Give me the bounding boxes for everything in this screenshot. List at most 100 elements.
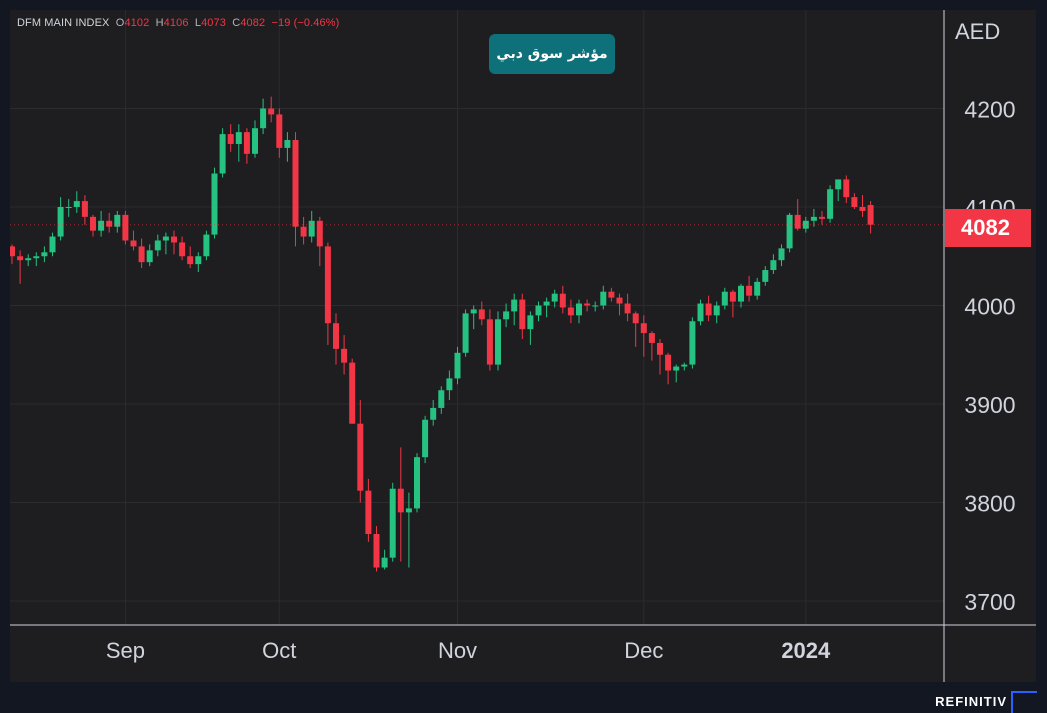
- candle-body: [365, 490, 372, 535]
- candle-body: [114, 214, 121, 227]
- candle-body: [535, 305, 542, 316]
- candle-body: [819, 216, 825, 219]
- candle-body: [681, 364, 688, 367]
- candle-body: [65, 207, 72, 208]
- candle-body: [49, 236, 56, 253]
- y-tick-label: 3900: [964, 392, 1015, 418]
- candle-body: [754, 281, 761, 296]
- candle-body: [10, 246, 15, 257]
- candle-body: [802, 220, 809, 229]
- candle-body: [341, 348, 348, 363]
- y-tick-label: 3700: [964, 589, 1015, 615]
- candle-body: [770, 260, 777, 271]
- x-tick-label: 2024: [781, 638, 831, 663]
- x-tick-label: Nov: [438, 638, 477, 663]
- candle-body: [738, 285, 744, 302]
- candle-body: [478, 309, 485, 320]
- candle-body: [316, 220, 323, 247]
- y-tick-label: 3800: [964, 491, 1015, 517]
- candle-body: [422, 419, 429, 458]
- candle-body: [648, 333, 655, 343]
- low-value: 4073: [201, 17, 226, 29]
- candle-body: [503, 311, 510, 320]
- candle-body: [98, 220, 105, 231]
- candle-body: [657, 342, 663, 355]
- high-value: 4106: [163, 17, 189, 29]
- candle-body: [405, 508, 412, 513]
- candle-body: [138, 246, 145, 263]
- candle-body: [438, 390, 445, 408]
- candle-body: [25, 258, 32, 261]
- candle-body: [713, 305, 720, 316]
- candle-body: [470, 309, 477, 314]
- candle-body: [511, 299, 518, 312]
- candle-body: [414, 457, 420, 509]
- open-label: O: [115, 17, 125, 29]
- low-label: L: [194, 17, 202, 29]
- candle-body: [835, 179, 842, 190]
- candle-body: [794, 214, 801, 229]
- candle-body: [122, 214, 129, 241]
- candle-body: [778, 248, 785, 261]
- candle-body: [746, 285, 753, 296]
- candle-body: [333, 323, 339, 349]
- candle-body: [762, 270, 769, 282]
- candle-body: [859, 207, 866, 211]
- candle-body: [632, 313, 639, 324]
- candle-body: [600, 291, 607, 306]
- candle-body: [486, 319, 493, 365]
- candle-body: [276, 114, 283, 148]
- candle-body: [292, 140, 299, 227]
- candle-body: [57, 207, 64, 237]
- candle-body: [171, 236, 177, 243]
- candle-body: [786, 214, 793, 249]
- candle-body: [454, 352, 461, 379]
- candle-body: [260, 108, 267, 129]
- candle-body: [268, 108, 275, 115]
- candle-body: [41, 252, 48, 257]
- symbol-name: DFM MAIN INDEX: [17, 17, 110, 29]
- candle-body: [430, 407, 437, 420]
- candle-body: [576, 303, 582, 316]
- candle-body: [187, 256, 194, 265]
- candle-body: [389, 488, 396, 558]
- x-tick-label: Dec: [624, 638, 663, 663]
- candle-body: [146, 250, 153, 263]
- candle-body: [673, 366, 680, 371]
- candle-body: [640, 323, 647, 334]
- chart-panel[interactable]: 3700 3800 3900 4000 4100 4200 Sep Oct Nov Dec 2024: [10, 10, 1036, 682]
- ohlc-legend: DFM MAIN INDEX O4102 H4106 L4073 C4082 −…: [17, 17, 339, 29]
- candle-body: [729, 291, 736, 302]
- candle-body: [324, 246, 331, 324]
- candle-body: [851, 197, 858, 207]
- candle-body: [592, 305, 599, 307]
- candle-body: [519, 299, 526, 330]
- candle-body: [381, 557, 388, 568]
- brand-logo-text: REFINITIV: [935, 694, 1007, 709]
- close-value: 4082: [240, 17, 266, 29]
- x-tick-label: Sep: [106, 638, 145, 663]
- candle-body: [462, 313, 469, 353]
- candle-body: [843, 179, 850, 198]
- candle-body: [608, 291, 615, 298]
- high-label: H: [155, 17, 164, 29]
- candle-body: [495, 319, 501, 365]
- candle-body: [665, 354, 672, 371]
- candle-body: [373, 534, 380, 568]
- y-tick-label: 4000: [964, 294, 1015, 320]
- index-name-badge: مؤشر سوق دبي: [489, 34, 615, 74]
- candle-body: [827, 189, 834, 219]
- candle-body: [154, 240, 161, 251]
- candle-body: [284, 140, 291, 148]
- candle-body: [349, 362, 356, 424]
- candle-body: [195, 256, 202, 265]
- currency-label: AED: [955, 19, 1001, 44]
- change-value: −19 (−0.46%): [271, 17, 340, 29]
- candle-body: [697, 303, 704, 322]
- candle-body: [73, 201, 80, 207]
- candle-body: [689, 321, 696, 365]
- candle-body: [227, 134, 234, 144]
- candle-body: [810, 216, 817, 221]
- candle-body: [551, 293, 558, 302]
